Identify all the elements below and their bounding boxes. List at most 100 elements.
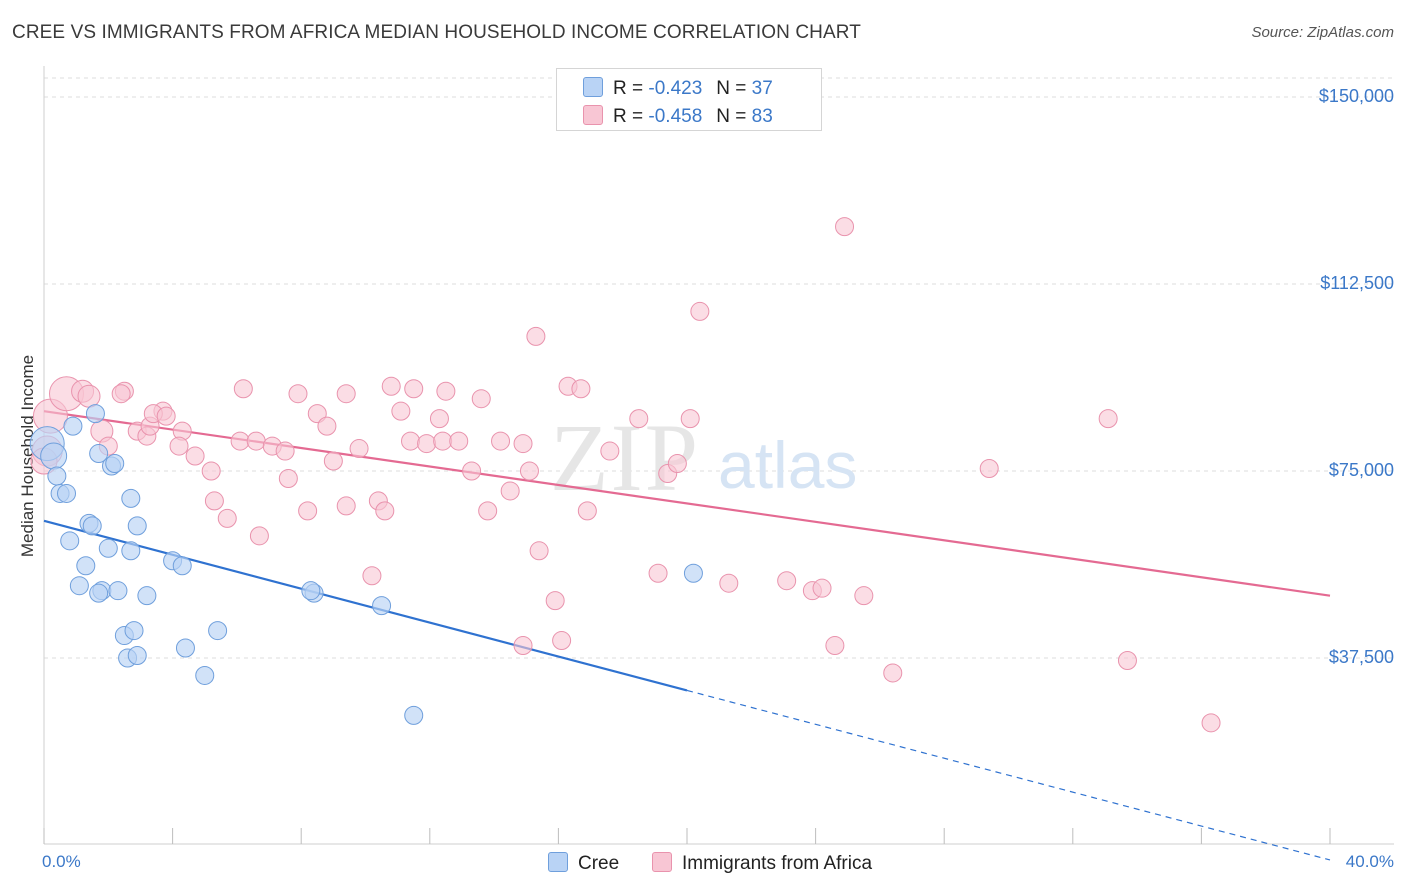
point-cree: [89, 444, 109, 464]
cree-swatch: [548, 852, 568, 872]
point-africa: [883, 663, 903, 683]
r-label: R =: [613, 78, 644, 99]
point-africa: [1098, 409, 1118, 429]
point-cree: [57, 483, 77, 503]
point-cree: [105, 454, 125, 474]
point-africa: [317, 416, 337, 436]
point-cree: [121, 488, 141, 508]
point-africa: [217, 508, 237, 528]
source-label: Source: ZipAtlas.com: [1251, 24, 1394, 41]
point-africa: [278, 468, 298, 488]
trend-line-cree-extrapolated: [686, 689, 1331, 861]
legend-row-africa: R = -0.458 N = 83: [583, 105, 773, 128]
point-africa: [629, 409, 649, 429]
point-cree: [127, 516, 147, 536]
point-cree: [372, 596, 392, 616]
point-africa: [719, 573, 739, 593]
point-africa: [835, 217, 855, 237]
point-cree: [172, 556, 192, 576]
point-africa: [1201, 713, 1221, 733]
point-africa: [233, 379, 253, 399]
y-tick-label: $75,000: [1328, 460, 1394, 480]
point-cree: [124, 621, 144, 641]
point-cree: [98, 538, 118, 558]
point-cree: [683, 563, 703, 583]
point-africa: [1117, 650, 1137, 670]
point-africa: [667, 454, 687, 474]
chart-title: CREE VS IMMIGRANTS FROM AFRICA MEDIAN HO…: [12, 22, 861, 43]
legend: R = -0.423 N = 37 R = -0.458 N = 83: [556, 68, 822, 131]
point-africa: [577, 501, 597, 521]
point-cree: [76, 556, 96, 576]
point-africa: [185, 446, 205, 466]
n-label: N =: [716, 106, 747, 127]
point-africa: [529, 541, 549, 561]
point-africa: [500, 481, 520, 501]
watermark-atlas: atlas: [718, 428, 857, 502]
point-africa: [288, 384, 308, 404]
legend-label: Cree: [578, 853, 620, 874]
point-cree: [108, 581, 128, 601]
point-africa: [381, 376, 401, 396]
point-africa: [230, 431, 250, 451]
point-africa: [336, 496, 356, 516]
point-africa: [77, 384, 101, 408]
y-tick-label: $112,500: [1320, 273, 1394, 293]
legend-label: Immigrants from Africa: [682, 853, 873, 874]
point-africa: [436, 381, 456, 401]
point-africa: [111, 384, 131, 404]
n-value: 83: [751, 106, 773, 127]
r-label: R =: [613, 106, 644, 127]
point-africa: [777, 571, 797, 591]
point-cree: [40, 442, 68, 470]
point-africa: [246, 431, 266, 451]
point-africa: [478, 501, 498, 521]
y-tick-label: $37,500: [1328, 647, 1394, 667]
point-cree: [82, 516, 102, 536]
point-africa: [471, 389, 491, 409]
point-africa: [462, 461, 482, 481]
point-cree: [47, 466, 67, 486]
point-cree: [69, 576, 89, 596]
point-cree: [137, 586, 157, 606]
watermark: ZIP atlas: [550, 404, 857, 511]
point-africa: [323, 451, 343, 471]
point-africa: [491, 431, 511, 451]
point-africa: [854, 586, 874, 606]
point-africa: [433, 431, 453, 451]
africa-swatch: [652, 852, 672, 872]
point-africa: [391, 401, 411, 421]
point-africa: [349, 439, 369, 459]
y-tick-label: $150,000: [1318, 86, 1394, 106]
point-cree: [208, 621, 228, 641]
point-africa: [275, 441, 295, 461]
point-cree: [127, 646, 147, 666]
point-cree: [63, 416, 83, 436]
bottom-legend-africa: Immigrants from Africa: [652, 852, 872, 875]
n-label: N =: [716, 78, 747, 99]
point-africa: [336, 384, 356, 404]
point-africa: [401, 431, 421, 451]
point-africa: [404, 379, 424, 399]
point-africa: [375, 501, 395, 521]
point-africa: [571, 379, 591, 399]
point-africa: [201, 461, 221, 481]
legend-row-cree: R = -0.423 N = 37: [583, 77, 773, 100]
point-africa: [362, 566, 382, 586]
point-africa: [169, 436, 189, 456]
point-africa: [552, 631, 572, 651]
point-africa: [519, 461, 539, 481]
point-africa: [429, 409, 449, 429]
point-africa: [979, 459, 999, 479]
n-value: 37: [751, 78, 773, 99]
africa-swatch: [583, 105, 603, 125]
point-cree: [85, 404, 105, 424]
point-africa: [690, 301, 710, 321]
r-value: -0.423: [648, 78, 703, 99]
x-tick-label-max: 40.0%: [1345, 852, 1394, 871]
point-africa: [680, 409, 700, 429]
point-africa: [600, 441, 620, 461]
point-africa: [513, 434, 533, 454]
point-africa: [449, 431, 469, 451]
